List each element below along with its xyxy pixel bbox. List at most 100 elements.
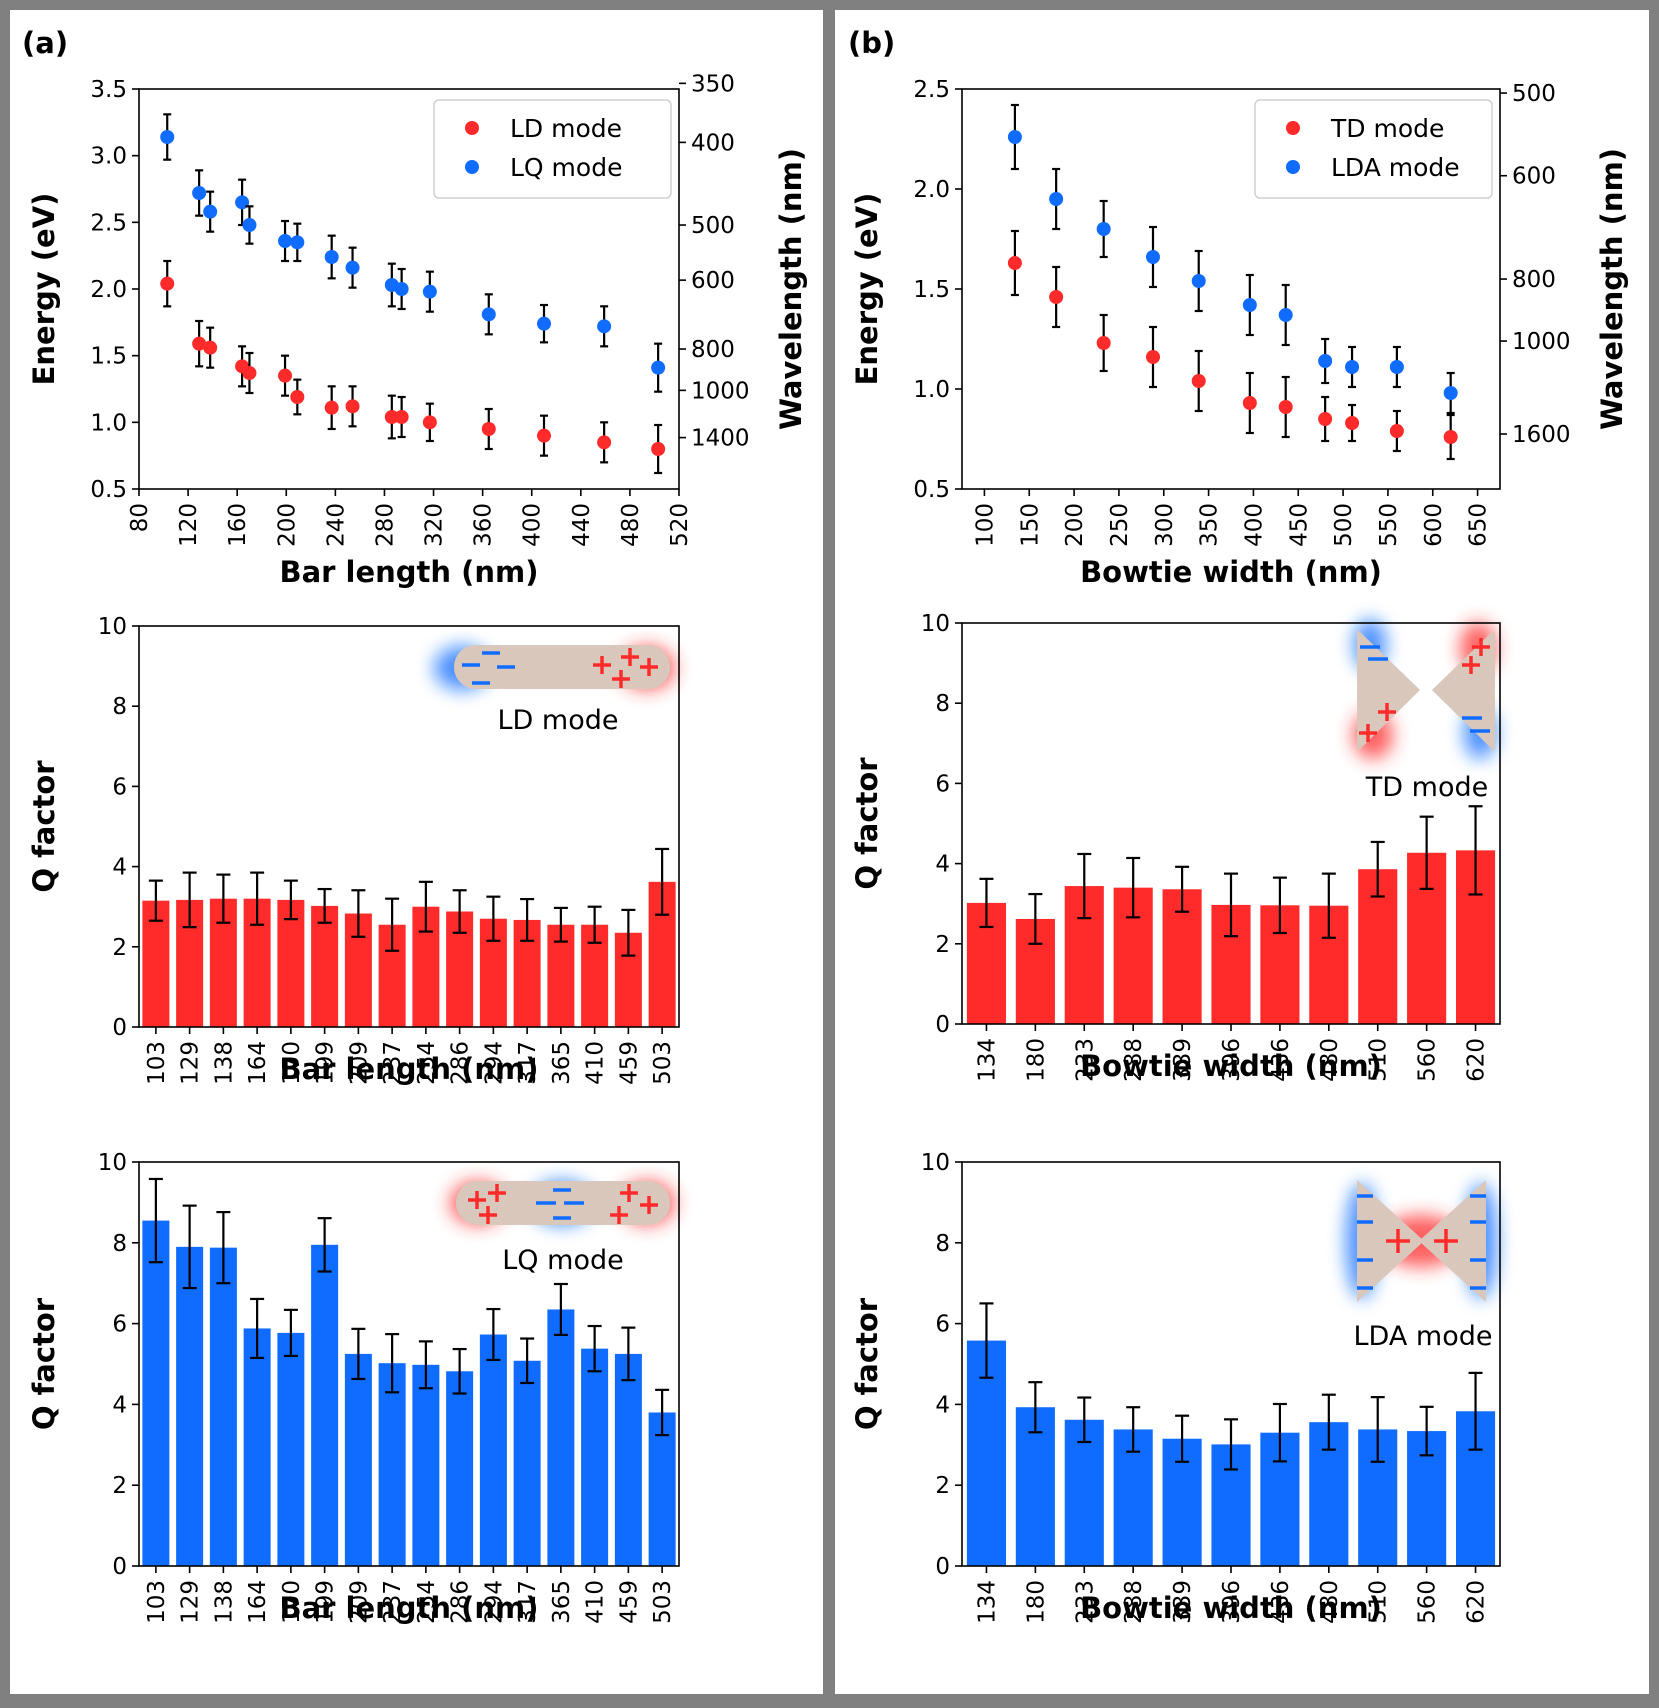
x-tick-label: 550 xyxy=(1376,503,1402,547)
blue-data-point xyxy=(1345,360,1360,374)
bar xyxy=(479,1334,507,1566)
y-tick-label: 2.0 xyxy=(913,177,950,203)
x-category-label: 396 xyxy=(1219,1580,1245,1624)
x-tick-label: 150 xyxy=(1017,503,1043,547)
x-tick-label: 280 xyxy=(372,503,398,547)
x-category-label: 436 xyxy=(1268,1038,1294,1082)
x-category-label: 339 xyxy=(1170,1580,1196,1624)
x-category-label: 138 xyxy=(211,1041,237,1085)
y-axis-label: Q factor xyxy=(850,1297,884,1430)
x-tick-label: 240 xyxy=(323,503,349,547)
y-tick-label: 2.5 xyxy=(90,210,127,236)
y-tick-label: 4 xyxy=(935,1392,950,1418)
x-category-label: 480 xyxy=(1317,1580,1343,1624)
y-axis-label: Energy (eV) xyxy=(27,193,61,386)
legend-label: LDA mode xyxy=(1331,153,1460,182)
x-category-label: 503 xyxy=(650,1041,676,1085)
bar xyxy=(614,1353,642,1566)
bar xyxy=(311,905,339,1027)
y2-tick-label: 1600 xyxy=(1512,422,1571,448)
x-category-label: 164 xyxy=(245,1041,271,1085)
x-axis-label: Bar length (nm) xyxy=(279,1591,538,1625)
y-tick-label: 2.0 xyxy=(90,277,127,303)
y-tick-label: 10 xyxy=(921,1150,950,1176)
y2-tick-label: 800 xyxy=(691,337,735,363)
x-tick-label: 600 xyxy=(1421,503,1447,547)
panel-b-background xyxy=(835,10,1649,1694)
blue-data-point xyxy=(345,260,360,275)
bar xyxy=(1064,1419,1104,1566)
x-category-label: 164 xyxy=(245,1580,271,1624)
y2-tick-label: 1000 xyxy=(1512,329,1571,355)
legend-box xyxy=(433,99,672,199)
chart-td-q-factor: 0 2 4 6 8 10 Q factor 134 180 233 288 339 396 436 480 5… xyxy=(850,611,1501,1083)
blue-data-point xyxy=(290,235,305,250)
x-category-label: 233 xyxy=(1072,1580,1098,1624)
x-tick-label: 300 xyxy=(1152,503,1178,547)
x-tick-label: 320 xyxy=(422,503,448,547)
y-tick-label: 6 xyxy=(935,1312,950,1338)
x-tick-label: 200 xyxy=(274,503,300,547)
red-data-point xyxy=(384,410,399,424)
blue-data-point xyxy=(160,130,175,144)
x-category-label: 138 xyxy=(211,1580,237,1624)
blue-data-point xyxy=(1242,298,1257,312)
x-category-label: 254 xyxy=(414,1041,440,1085)
y-tick-label: 0 xyxy=(935,1554,950,1580)
red-data-point xyxy=(1242,396,1257,410)
x-tick-label: 250 xyxy=(1107,503,1133,547)
x-category-label: 288 xyxy=(1121,1038,1147,1082)
y-tick-label: 10 xyxy=(921,611,950,637)
x-tick-label: 400 xyxy=(1241,503,1267,547)
x-category-label: 180 xyxy=(1023,1038,1049,1082)
x-category-label: 620 xyxy=(1464,1038,1490,1082)
y-axis-label: Q factor xyxy=(850,757,884,890)
chart-bar-length-energy: 0.5 1.0 1.5 2.0 2.5 3.0 3.5 Energy (eV) 80 120 160… xyxy=(27,71,808,589)
blue-data-point xyxy=(481,307,496,322)
panel-b-label: (b) xyxy=(848,26,895,60)
y-tick-label: 3.0 xyxy=(90,144,127,170)
x-tick-label: 80 xyxy=(127,503,153,532)
blue-data-point xyxy=(394,282,409,296)
y-tick-label: 4 xyxy=(935,852,950,878)
plot-frame xyxy=(961,1161,1501,1567)
legend-marker xyxy=(1286,160,1300,174)
legend-marker xyxy=(465,121,479,135)
x-category-label: 339 xyxy=(1170,1038,1196,1082)
x-category-label: 510 xyxy=(1366,1038,1392,1082)
x-category-label: 317 xyxy=(515,1580,541,1624)
x-category-label: 286 xyxy=(448,1041,474,1085)
red-data-point xyxy=(1389,424,1404,438)
y-tick-label: 4 xyxy=(112,855,127,881)
x-axis-label: Bar length (nm) xyxy=(279,555,538,589)
red-data-point xyxy=(203,340,218,355)
y2-tick-label: 600 xyxy=(1512,164,1556,190)
x-category-label: 237 xyxy=(380,1580,406,1624)
red-data-point xyxy=(242,366,257,380)
y-tick-label: 0 xyxy=(935,1012,950,1038)
x-category-label: 410 xyxy=(583,1580,609,1624)
x-category-label: 436 xyxy=(1268,1580,1294,1624)
y2-tick-label: 500 xyxy=(1512,81,1556,107)
x-axis-label: Bowtie width (nm) xyxy=(1080,555,1382,589)
y-tick-label: 2 xyxy=(112,1473,127,1499)
x-category-label: 170 xyxy=(279,1580,305,1624)
y-axis-label: Q factor xyxy=(27,760,61,893)
plot-frame xyxy=(138,625,680,1028)
bar xyxy=(648,1412,676,1566)
x-category-label: 209 xyxy=(346,1041,372,1085)
y-tick-label: 2 xyxy=(112,935,127,961)
inset-label: LD mode xyxy=(498,705,619,736)
y-tick-label: 1.0 xyxy=(90,410,127,436)
blue-data-point xyxy=(1443,386,1458,400)
bar xyxy=(412,1364,440,1566)
y-tick-label: 2.5 xyxy=(913,77,950,103)
red-data-point xyxy=(422,415,437,430)
x-category-label: 459 xyxy=(616,1041,642,1085)
y-tick-label: 1.0 xyxy=(913,377,950,403)
x-category-label: 396 xyxy=(1219,1038,1245,1082)
y-tick-label: 6 xyxy=(112,774,127,800)
red-data-point xyxy=(481,422,496,436)
x-category-label: 180 xyxy=(1023,1580,1049,1624)
x-category-label: 170 xyxy=(279,1041,305,1085)
